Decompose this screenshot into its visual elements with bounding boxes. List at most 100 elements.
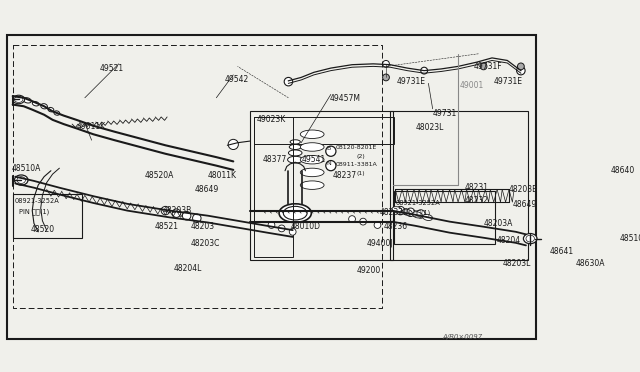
- Text: 48011K: 48011K: [208, 171, 237, 180]
- Text: 48377: 48377: [263, 155, 287, 164]
- Circle shape: [284, 77, 292, 86]
- Text: 49541: 49541: [301, 155, 325, 164]
- Text: B: B: [326, 146, 330, 151]
- Circle shape: [278, 225, 285, 232]
- Ellipse shape: [41, 104, 47, 109]
- Text: 48649: 48649: [513, 199, 536, 209]
- Ellipse shape: [284, 206, 307, 220]
- Ellipse shape: [392, 207, 402, 213]
- Text: 49200: 49200: [356, 266, 381, 275]
- Ellipse shape: [287, 156, 303, 163]
- Text: 49400J: 49400J: [367, 238, 393, 248]
- Bar: [255, 117, 394, 144]
- Text: 48010D: 48010D: [290, 222, 320, 231]
- Ellipse shape: [13, 95, 24, 104]
- Text: 48520: 48520: [31, 225, 54, 234]
- Text: 08921-3252A: 08921-3252A: [15, 198, 59, 204]
- Text: 48640: 48640: [611, 166, 635, 174]
- Text: 49023K: 49023K: [257, 115, 286, 124]
- Circle shape: [396, 206, 404, 215]
- Circle shape: [182, 211, 191, 220]
- Text: 48203A: 48203A: [484, 219, 513, 228]
- Text: PIN ビン(1): PIN ビン(1): [401, 210, 431, 217]
- Circle shape: [420, 67, 428, 74]
- Bar: [250, 111, 393, 260]
- Circle shape: [417, 210, 425, 218]
- Text: 49731E: 49731E: [493, 77, 523, 86]
- Ellipse shape: [32, 102, 39, 106]
- Text: 48204: 48204: [496, 236, 520, 245]
- Ellipse shape: [289, 144, 301, 150]
- Text: 49521: 49521: [99, 64, 124, 73]
- Text: PIN ビン(1): PIN ビン(1): [19, 208, 49, 215]
- Text: 49731F: 49731F: [474, 62, 502, 71]
- Text: 48232: 48232: [465, 196, 489, 205]
- Ellipse shape: [279, 204, 311, 222]
- Text: 48641: 48641: [550, 247, 574, 256]
- Ellipse shape: [15, 96, 23, 102]
- Circle shape: [326, 146, 336, 156]
- Text: 49457M: 49457M: [329, 94, 360, 103]
- Text: 48204L: 48204L: [174, 264, 202, 273]
- Ellipse shape: [526, 235, 534, 242]
- Text: 49731: 49731: [433, 109, 457, 118]
- Text: 48231: 48231: [465, 183, 489, 192]
- Text: 48203: 48203: [191, 222, 215, 231]
- Text: 08120-8201E: 08120-8201E: [336, 145, 377, 150]
- Circle shape: [193, 214, 201, 222]
- Text: 48203C: 48203C: [191, 238, 220, 248]
- Text: 48236: 48236: [383, 222, 408, 231]
- Text: 48023L: 48023L: [415, 123, 444, 132]
- Ellipse shape: [48, 108, 54, 112]
- Text: 48203B: 48203B: [509, 185, 538, 194]
- Ellipse shape: [300, 130, 324, 138]
- Bar: [394, 191, 495, 244]
- Circle shape: [349, 216, 355, 222]
- Ellipse shape: [524, 234, 537, 244]
- Text: 48649: 48649: [195, 185, 220, 194]
- Text: 48510A: 48510A: [12, 164, 41, 173]
- Ellipse shape: [412, 212, 422, 218]
- Text: 48630A: 48630A: [575, 259, 605, 268]
- Text: 49001: 49001: [460, 81, 484, 90]
- Text: 48521: 48521: [154, 222, 179, 231]
- Ellipse shape: [300, 143, 324, 151]
- Circle shape: [289, 228, 296, 235]
- Circle shape: [480, 63, 487, 70]
- Text: 49542: 49542: [225, 75, 249, 84]
- Circle shape: [383, 60, 389, 67]
- Circle shape: [383, 74, 389, 81]
- Circle shape: [326, 161, 336, 171]
- Text: 48203B: 48203B: [163, 206, 192, 215]
- Text: 49011K: 49011K: [76, 122, 106, 131]
- Ellipse shape: [54, 111, 60, 115]
- Ellipse shape: [402, 209, 412, 215]
- Ellipse shape: [289, 150, 302, 156]
- Bar: [390, 111, 527, 260]
- Circle shape: [360, 218, 367, 225]
- Ellipse shape: [17, 177, 26, 183]
- Text: 48232D: 48232D: [380, 208, 410, 217]
- Circle shape: [228, 140, 238, 150]
- Circle shape: [516, 66, 525, 75]
- Text: (1): (1): [356, 171, 365, 176]
- Ellipse shape: [422, 214, 433, 221]
- Text: 48237: 48237: [333, 171, 356, 180]
- Circle shape: [268, 222, 275, 228]
- Ellipse shape: [300, 155, 324, 164]
- Ellipse shape: [15, 175, 28, 185]
- Text: (2): (2): [356, 154, 365, 159]
- Circle shape: [161, 206, 170, 215]
- Text: 08921-3252A: 08921-3252A: [396, 199, 440, 206]
- Circle shape: [374, 222, 381, 228]
- Text: 08911-3381A: 08911-3381A: [336, 162, 378, 167]
- Text: A/B0×0097: A/B0×0097: [443, 334, 483, 340]
- Ellipse shape: [300, 181, 324, 189]
- Circle shape: [518, 63, 524, 70]
- Text: 48203L: 48203L: [502, 259, 531, 268]
- Text: N: N: [326, 161, 331, 166]
- Ellipse shape: [290, 140, 300, 144]
- Circle shape: [406, 208, 415, 217]
- Ellipse shape: [23, 97, 31, 103]
- Text: 48520A: 48520A: [144, 171, 173, 180]
